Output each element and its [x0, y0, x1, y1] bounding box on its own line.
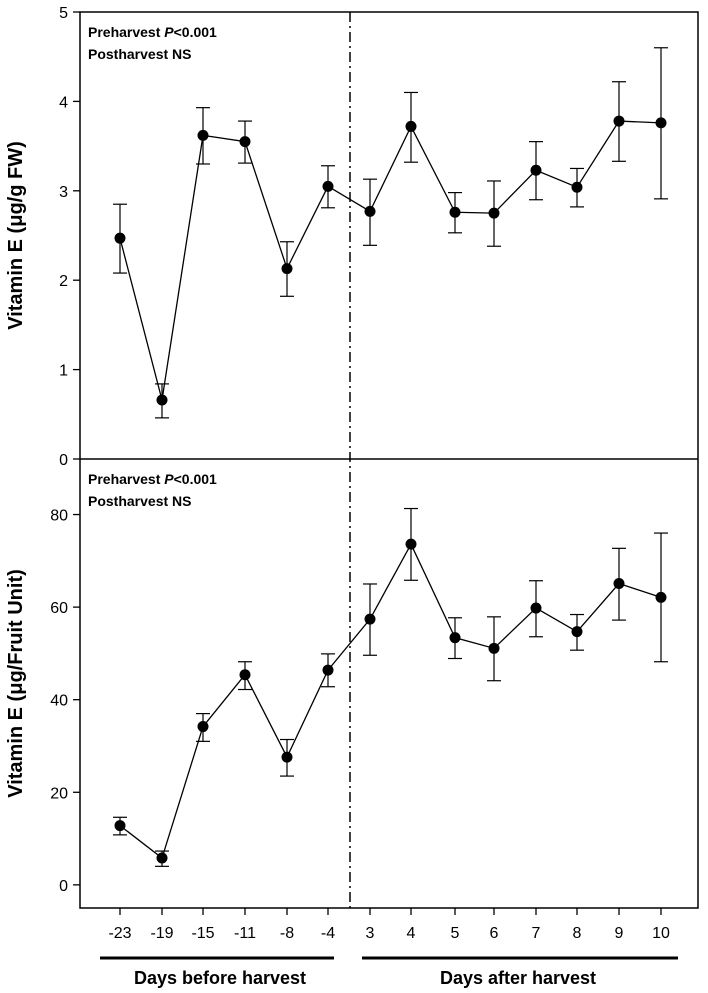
y-axis-title: Vitamin E (μg/Fruit Unit) [5, 569, 27, 798]
data-point [449, 632, 461, 644]
data-point [488, 642, 500, 654]
panel-bottom: 0 20 40 60 80 Vitamin E (μg/Fruit Unit) Prehar… [5, 471, 668, 895]
data-point [197, 721, 209, 733]
y-tick-label: 80 [50, 508, 68, 525]
x-tick-label: 9 [615, 925, 624, 942]
data-point [364, 205, 376, 217]
series-line [119, 542, 662, 860]
data-point [613, 578, 625, 590]
y-tick-label: 3 [59, 184, 68, 201]
data-point [571, 626, 583, 638]
data-point [239, 669, 251, 681]
x-tick-label: -15 [191, 925, 214, 942]
annotation-p-symbol: P [164, 24, 174, 40]
data-point [405, 120, 417, 132]
x-tick-label: -19 [150, 925, 173, 942]
x-tick-label: 3 [366, 925, 375, 942]
x-tick-label: -8 [280, 925, 294, 942]
data-point [322, 664, 334, 676]
panel-top: 0 1 2 3 4 5 Vitamin E (μg/g FW) Preharvest P<0.… [5, 5, 668, 469]
data-point [114, 232, 126, 244]
annotation-preharvest-prefix: Preharvest [88, 471, 164, 487]
data-point [655, 117, 667, 129]
data-point [530, 164, 542, 176]
x-tick-label: 6 [490, 925, 499, 942]
x-tick-label: 4 [407, 925, 416, 942]
data-point [613, 115, 625, 127]
y-axis-title: Vitamin E (μg/g FW) [5, 141, 27, 330]
y-tick-label: 20 [50, 785, 68, 802]
annotation-p-symbol: P [164, 471, 174, 487]
data-point [655, 591, 667, 603]
after-harvest-label: Days after harvest [440, 968, 596, 988]
data-point [156, 852, 168, 864]
x-tick-label: 5 [451, 925, 460, 942]
series-line [119, 120, 662, 401]
data-point [197, 129, 209, 141]
y-tick-label: 4 [59, 94, 68, 111]
y-tick-label: 2 [59, 273, 68, 290]
data-point [156, 394, 168, 406]
annotation-p-value: <0.001 [174, 24, 217, 40]
x-tick-label: 8 [573, 925, 582, 942]
x-tick-label: 10 [652, 925, 670, 942]
data-point [281, 263, 293, 275]
data-point [449, 206, 461, 218]
data-point [571, 181, 583, 193]
data-point [239, 136, 251, 148]
annotation-preharvest: Preharvest P<0.001 [88, 24, 217, 40]
data-point [322, 180, 334, 192]
annotation-postharvest: Postharvest NS [88, 46, 191, 62]
data-point [530, 602, 542, 614]
annotation-p-value: <0.001 [174, 471, 217, 487]
data-point [364, 613, 376, 625]
before-harvest-label: Days before harvest [134, 968, 306, 988]
x-tick-label: -11 [234, 925, 256, 942]
y-tick-label: 0 [59, 452, 68, 469]
x-tick-label: -4 [321, 925, 335, 942]
y-tick-label: 60 [50, 600, 68, 617]
annotation-postharvest: Postharvest NS [88, 493, 191, 509]
data-point [281, 751, 293, 763]
y-tick-label: 40 [50, 693, 68, 710]
data-point [114, 820, 126, 832]
y-tick-label: 0 [59, 878, 68, 895]
x-tick-label: 7 [532, 925, 541, 942]
y-tick-label: 1 [59, 363, 68, 380]
data-point [488, 207, 500, 219]
data-point [405, 538, 417, 550]
plot-frame [79, 11, 699, 909]
y-tick-label: 5 [59, 5, 68, 22]
x-tick-label: -23 [108, 925, 131, 942]
annotation-preharvest: Preharvest P<0.001 [88, 471, 217, 487]
annotation-preharvest-prefix: Preharvest [88, 24, 164, 40]
